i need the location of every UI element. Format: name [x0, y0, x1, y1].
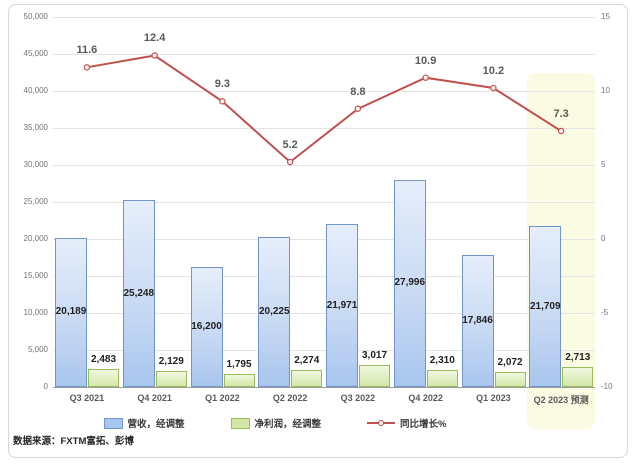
right-axis-tick: -10	[601, 382, 613, 391]
profit-bar	[291, 370, 323, 387]
left-axis-tick: 25,000	[23, 197, 48, 206]
revenue-value-label: 21,971	[326, 299, 358, 311]
x-axis-category: Q3 2021	[69, 393, 105, 403]
yoy-line-marker-icon	[367, 419, 396, 426]
yoy-value-label: 12.4	[143, 32, 166, 45]
profit-value-label: 1,795	[226, 358, 252, 370]
profit-bar	[88, 368, 119, 387]
profit-value-label: 2,310	[429, 354, 455, 366]
left-axis-tick: 15,000	[23, 271, 48, 280]
left-axis-tick: 45,000	[23, 49, 48, 58]
yoy-value-label: 5.2	[282, 139, 298, 152]
legend-label-yoy: 同比增长%	[400, 419, 447, 430]
x-axis-category: Q3 2022	[340, 393, 376, 403]
revenue-bar	[529, 226, 562, 387]
x-axis-category: Q1 2023	[476, 393, 511, 403]
profit-value-label: 2,274	[294, 355, 320, 367]
profit-bar	[155, 371, 187, 387]
revenue-bar	[258, 237, 291, 387]
legend-item-yoy: 同比增长%	[367, 416, 446, 430]
yoy-point	[354, 105, 362, 112]
profit-value-label: 2,713	[565, 351, 591, 363]
gridline-15000	[53, 275, 595, 277]
revenue-bar	[55, 237, 87, 387]
yoy-value-label: 9.3	[214, 78, 231, 91]
legend-item-profit: 净利润，经调整	[230, 416, 322, 430]
profit-value-label: 2,483	[90, 353, 117, 365]
right-axis-tick: 0	[601, 234, 606, 243]
revenue-bar	[326, 224, 358, 387]
revenue-bar	[190, 267, 223, 387]
gridline-35000	[53, 127, 595, 129]
right-axis-tick: -5	[601, 308, 609, 317]
revenue-value-label: 16,200	[191, 321, 222, 333]
revenue-value-label: 27,996	[394, 277, 426, 289]
left-axis-tick: 50,000	[23, 12, 48, 21]
revenue-swatch-icon	[103, 417, 123, 429]
legend-item-revenue: 营收，经调整	[103, 416, 185, 430]
profit-value-label: 2,072	[497, 356, 523, 368]
revenue-value-label: 21,709	[529, 300, 561, 312]
profit-swatch-icon	[230, 417, 250, 429]
right-axis-tick: 5	[601, 160, 606, 169]
revenue-bar	[461, 254, 494, 387]
right-axis-tick: 10	[601, 86, 610, 95]
left-axis-tick: 10,000	[23, 308, 48, 317]
gridline-0	[53, 386, 595, 388]
legend: 营收，经调整 净利润，经调整 同比增长%	[0, 416, 550, 430]
profit-bar	[223, 373, 255, 387]
left-axis-tick: 5,000	[27, 345, 48, 354]
x-axis-category: Q2 2022	[272, 393, 308, 403]
gridline-25000	[53, 201, 595, 203]
x-axis-category: Q1 2022	[205, 393, 240, 403]
legend-label-revenue: 营收，经调整	[127, 419, 185, 430]
yoy-point	[83, 64, 91, 71]
yoy-value-label: 11.6	[76, 44, 98, 57]
yoy-value-label: 10.2	[482, 65, 505, 78]
yoy-value-label: 10.9	[414, 54, 437, 67]
profit-bar	[494, 371, 526, 387]
gridline-45000	[53, 53, 595, 55]
x-axis-category: Q2 2023 预测	[533, 395, 589, 405]
gridline-10000	[53, 312, 595, 314]
right-axis-tick: 15	[601, 12, 610, 21]
gridline-50000	[53, 16, 595, 18]
gridline-40000	[53, 90, 595, 92]
revenue-bar	[393, 179, 426, 387]
profit-value-label: 2,129	[158, 356, 184, 368]
yoy-value-label: 8.8	[350, 85, 366, 98]
profit-bar	[562, 366, 594, 387]
yoy-point	[422, 74, 429, 81]
yoy-dot-icon	[378, 419, 385, 426]
x-axis-category: Q4 2022	[408, 393, 443, 403]
revenue-value-label: 25,248	[123, 287, 155, 299]
revenue-bar	[122, 200, 155, 387]
profit-bar	[359, 364, 390, 387]
revenue-value-label: 20,189	[55, 306, 87, 318]
yoy-point	[219, 98, 226, 105]
left-axis-tick: 20,000	[23, 234, 48, 243]
source-note: 数据来源：FXTM富拓、彭博	[13, 436, 134, 447]
left-axis-tick: 30,000	[23, 160, 48, 169]
profit-value-label: 3,017	[361, 349, 388, 361]
revenue-value-label: 20,225	[258, 306, 290, 318]
gridline-20000	[53, 238, 595, 240]
yoy-value-label: 7.3	[553, 107, 569, 120]
revenue-value-label: 17,846	[462, 314, 493, 326]
x-axis-category: Q4 2021	[137, 393, 172, 403]
profit-bar	[426, 369, 458, 387]
gridline-30000	[53, 164, 595, 166]
left-axis-tick: 35,000	[23, 123, 48, 132]
left-axis-tick: 0	[43, 382, 48, 391]
gridline-5000	[53, 349, 595, 351]
left-axis-tick: 40,000	[23, 86, 48, 95]
legend-label-profit: 净利润，经调整	[254, 419, 322, 430]
